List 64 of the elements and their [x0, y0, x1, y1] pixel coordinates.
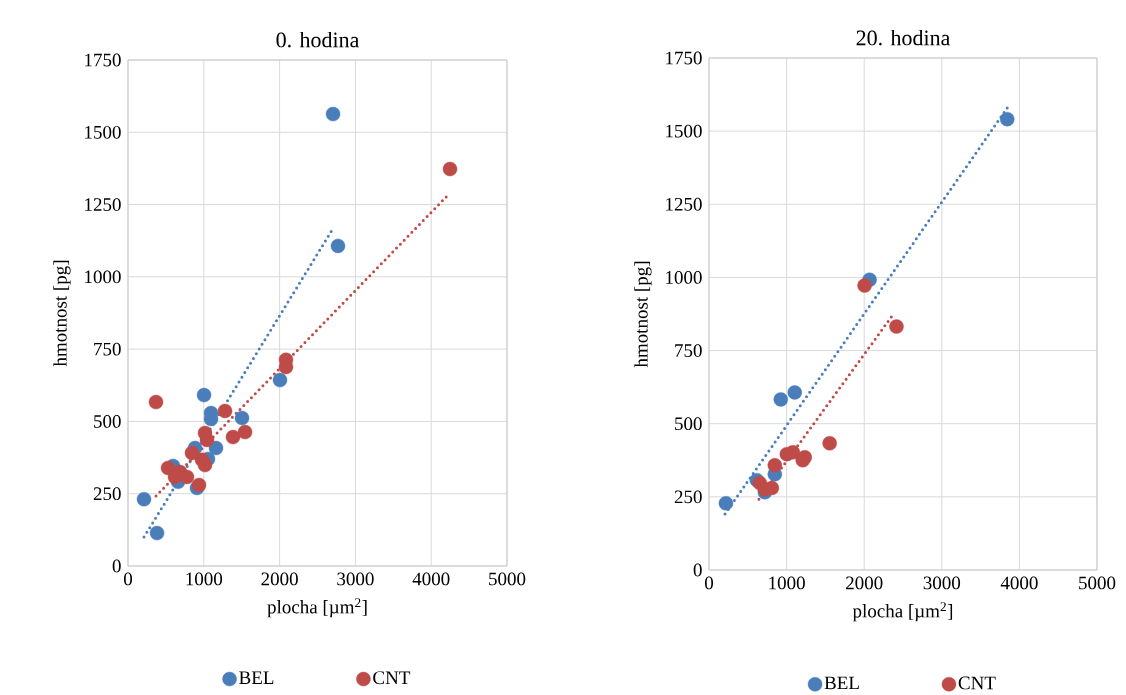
- chart-title: 0. hodina: [276, 31, 360, 48]
- y-tick-label: 1750: [85, 53, 121, 67]
- chart-title: 20. hodina: [856, 29, 951, 46]
- y-tick-label: 500: [675, 417, 702, 431]
- y-tick-label: 250: [93, 487, 121, 501]
- y-tick-label: 1500: [666, 124, 702, 138]
- x-axis-title: plocha [µm$^{2}$]: [267, 598, 367, 618]
- x-axis-title: plocha [µm$^{2}$]: [852, 602, 953, 622]
- y-tick-label: 1250: [85, 198, 121, 211]
- y-tick-label: 1750: [666, 51, 702, 65]
- point: [217, 403, 233, 419]
- y-tick-label: 0: [112, 559, 121, 573]
- x-tick-label: 5000: [489, 572, 526, 586]
- y-tick-label: 250: [674, 490, 702, 504]
- point: [208, 440, 224, 456]
- x-tick-label: 3000: [337, 572, 374, 586]
- y-tick-label: 1250: [666, 197, 702, 211]
- point: [718, 496, 734, 511]
- x-tick-label: 4000: [412, 572, 450, 586]
- point: [785, 445, 801, 460]
- point: [773, 392, 788, 407]
- y-axis-title: hmotnost [pg]: [53, 260, 71, 367]
- y-tick-label: 750: [94, 342, 121, 356]
- legend-label: CNT: [958, 676, 996, 690]
- point: [225, 429, 241, 445]
- point: [442, 161, 458, 177]
- point: [325, 106, 341, 122]
- x-tick-label: 0: [704, 576, 714, 590]
- legend-label: BEL: [239, 671, 274, 684]
- y-tick-label: 500: [94, 415, 121, 428]
- point: [889, 319, 904, 334]
- point: [149, 525, 165, 541]
- point: [237, 424, 253, 440]
- point: [272, 372, 288, 388]
- point: [197, 457, 213, 473]
- y-tick-label: 1000: [85, 270, 121, 284]
- x-tick-label: 1000: [769, 576, 805, 590]
- x-tick-label: 2000: [261, 572, 298, 586]
- point: [822, 436, 837, 451]
- point: [787, 385, 802, 400]
- legend-label: BEL: [824, 676, 859, 690]
- x-tick-label: 2000: [846, 576, 883, 590]
- x-tick-label: 4000: [1000, 576, 1038, 590]
- y-tick-label: 1500: [85, 125, 121, 139]
- y-tick-label: 750: [675, 344, 702, 357]
- y-axis-title: hmotnost [pg]: [634, 261, 652, 368]
- x-tick-label: 1000: [186, 572, 223, 586]
- point: [857, 278, 872, 293]
- legend-label: CNT: [373, 671, 411, 685]
- y-tick-label: 1000: [666, 271, 702, 284]
- point: [234, 410, 250, 426]
- point: [148, 394, 164, 410]
- y-tick-label: 0: [693, 563, 702, 577]
- point: [196, 387, 212, 403]
- point: [136, 492, 152, 507]
- x-tick-label: 0: [123, 572, 133, 586]
- x-tick-label: 3000: [923, 576, 961, 590]
- point: [179, 469, 195, 485]
- point: [767, 458, 783, 473]
- point: [330, 238, 346, 254]
- x-tick-label: 5000: [1079, 576, 1116, 590]
- point: [1000, 111, 1015, 127]
- point: [184, 445, 200, 461]
- point: [199, 432, 215, 448]
